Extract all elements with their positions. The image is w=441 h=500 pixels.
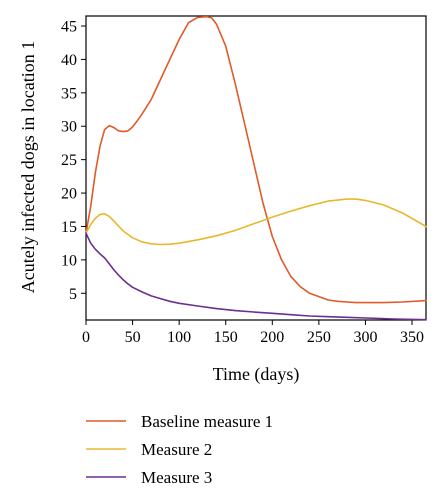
legend-label-1: Baseline measure 1 <box>141 412 273 431</box>
x-tick-label: 200 <box>260 329 284 346</box>
series-line-2 <box>85 198 427 246</box>
legend-label-2: Measure 2 <box>141 440 212 459</box>
y-axis-label: Acutely infected dogs in location 1 <box>18 41 38 293</box>
x-tick-label: 250 <box>307 329 331 346</box>
x-tick-label: 150 <box>214 329 238 346</box>
y-tick-label: 25 <box>61 152 77 169</box>
axis-ticks: 0 50 100 150 200 250 300 350 5 10 15 20 25 30 35 40 45 <box>61 19 424 346</box>
legend: Baseline measure 1 Measure 2 Measure 3 <box>86 412 273 487</box>
series-line-1 <box>85 15 427 304</box>
y-tick-label: 45 <box>61 19 77 36</box>
y-tick-label: 5 <box>69 286 77 303</box>
x-tick-label: 300 <box>353 329 377 346</box>
y-tick-label: 40 <box>61 52 77 69</box>
y-tick-label: 10 <box>61 252 77 269</box>
plot-axes <box>85 15 427 321</box>
x-tick-label: 100 <box>167 329 191 346</box>
legend-label-3: Measure 3 <box>141 468 212 487</box>
series-line-3 <box>85 232 427 321</box>
x-tick-label: 0 <box>82 329 90 346</box>
x-tick-label: 350 <box>400 329 424 346</box>
series-lines <box>85 15 427 321</box>
y-tick-label: 20 <box>61 186 77 203</box>
y-tick-label: 30 <box>61 119 77 136</box>
y-tick-label: 35 <box>61 85 77 102</box>
y-tick-label: 15 <box>61 219 77 236</box>
plot-frame <box>85 15 427 321</box>
x-axis-label: Time (days) <box>213 364 300 385</box>
x-tick-label: 50 <box>125 329 141 346</box>
